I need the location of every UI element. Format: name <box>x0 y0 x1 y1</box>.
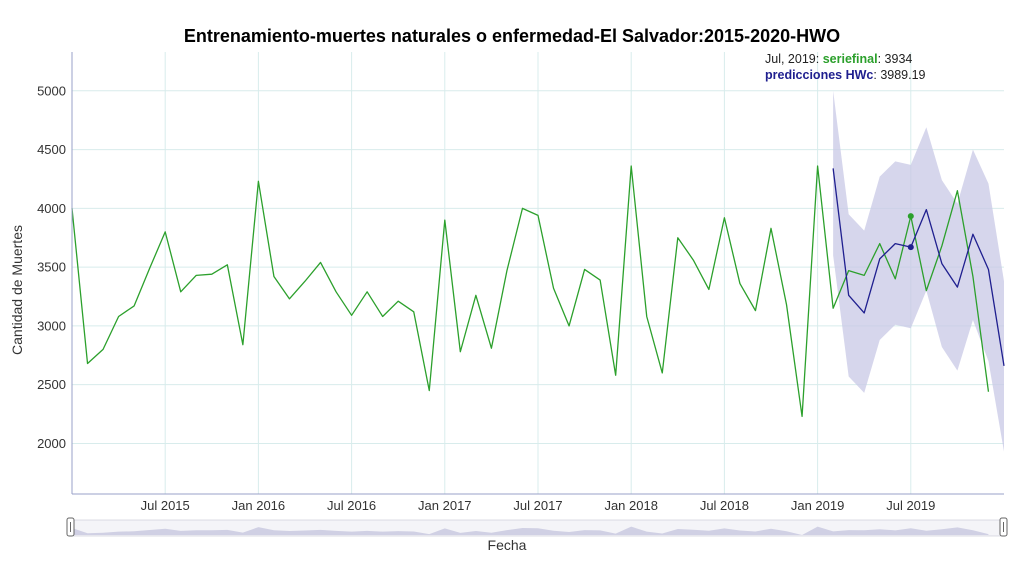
y-tick-label: 3000 <box>37 318 66 333</box>
prediction-interval-area <box>833 90 1004 452</box>
y-tick-labels: 2000 2500 3000 3500 4000 4500 5000 <box>37 83 66 451</box>
prediction-interval-band <box>833 90 1004 452</box>
y-tick-label: 2500 <box>37 377 66 392</box>
grid <box>72 52 1004 494</box>
x-axis-label: Fecha <box>488 537 527 553</box>
x-tick-label: Jul 2018 <box>700 498 749 513</box>
hover-point-predicciones <box>907 244 914 251</box>
tooltip-series1-name: seriefinal <box>823 52 878 66</box>
hover-tooltip: Jul, 2019: seriefinal: 3934 predicciones… <box>765 52 926 82</box>
series-line-predicciones <box>832 168 1005 366</box>
chart-title: Entrenamiento-muertes naturales o enferm… <box>184 26 840 46</box>
tooltip-series2-value: 3989.19 <box>880 68 925 82</box>
x-tick-label: Jul 2016 <box>327 498 376 513</box>
x-tick-label: Jan 2018 <box>604 498 658 513</box>
axes <box>71 52 1004 495</box>
tooltip-date: Jul, 2019: <box>765 52 819 66</box>
y-tick-label: 4500 <box>37 142 66 157</box>
y-tick-label: 3500 <box>37 260 66 275</box>
tooltip-series1-value: 3934 <box>885 52 913 66</box>
y-tick-label: 5000 <box>37 83 66 98</box>
x-tick-labels: Jul 2015 Jan 2016 Jul 2016 Jan 2017 Jul 2017… <box>141 498 936 513</box>
range-selector-mini-series <box>72 526 989 535</box>
x-tick-label: Jan 2019 <box>791 498 845 513</box>
tooltip-series2-name: predicciones HWc <box>765 68 873 82</box>
tooltip-line-predicciones: predicciones HWc: 3989.19 <box>765 68 926 82</box>
series-line-seriefinal <box>71 165 990 418</box>
x-tick-label: Jan 2017 <box>418 498 472 513</box>
x-tick-label: Jul 2015 <box>141 498 190 513</box>
hover-point-seriefinal <box>907 213 914 220</box>
tooltip-line-seriefinal: Jul, 2019: seriefinal: 3934 <box>765 52 912 66</box>
y-tick-label: 4000 <box>37 201 66 216</box>
y-tick-label: 2000 <box>37 436 66 451</box>
y-axis-label: Cantidad de Muertes <box>9 225 25 355</box>
x-tick-label: Jan 2016 <box>232 498 286 513</box>
hover-points <box>907 213 914 251</box>
x-tick-label: Jul 2017 <box>513 498 562 513</box>
range-selector[interactable] <box>66 517 1008 537</box>
x-tick-label: Jul 2019 <box>886 498 935 513</box>
series-lines <box>71 165 1005 418</box>
